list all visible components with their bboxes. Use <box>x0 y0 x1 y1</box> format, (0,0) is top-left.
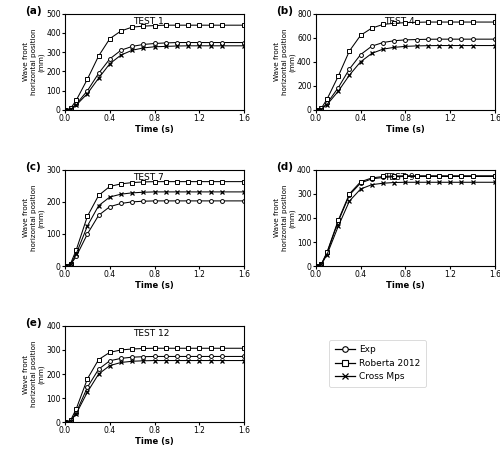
Text: (b): (b) <box>276 6 293 16</box>
X-axis label: Time (s): Time (s) <box>386 281 425 290</box>
Text: TEST 1: TEST 1 <box>133 16 164 25</box>
X-axis label: Time (s): Time (s) <box>135 281 174 290</box>
Y-axis label: Wave front
horizontal position
(mm): Wave front horizontal position (mm) <box>24 185 45 251</box>
X-axis label: Time (s): Time (s) <box>135 437 174 446</box>
Text: (c): (c) <box>26 162 42 172</box>
Y-axis label: Wave front
horizontal position
(mm): Wave front horizontal position (mm) <box>24 341 45 407</box>
X-axis label: Time (s): Time (s) <box>386 124 425 133</box>
Text: TEST 9: TEST 9 <box>384 173 414 182</box>
Text: (a): (a) <box>26 6 42 16</box>
Text: (e): (e) <box>26 318 42 328</box>
Text: TEST 7: TEST 7 <box>133 173 164 182</box>
Y-axis label: Wave front
horizontal position
(mm): Wave front horizontal position (mm) <box>24 29 45 95</box>
Text: (d): (d) <box>276 162 293 172</box>
Y-axis label: Wave front
horizontal position
(mm): Wave front horizontal position (mm) <box>274 29 295 95</box>
Legend: Exp, Roberta 2012, Cross Mps: Exp, Roberta 2012, Cross Mps <box>330 340 426 387</box>
Text: TEST 12: TEST 12 <box>133 329 170 338</box>
Text: TEST 4: TEST 4 <box>384 16 414 25</box>
Y-axis label: Wave front
horizontal position
(mm): Wave front horizontal position (mm) <box>274 185 295 251</box>
X-axis label: Time (s): Time (s) <box>135 124 174 133</box>
